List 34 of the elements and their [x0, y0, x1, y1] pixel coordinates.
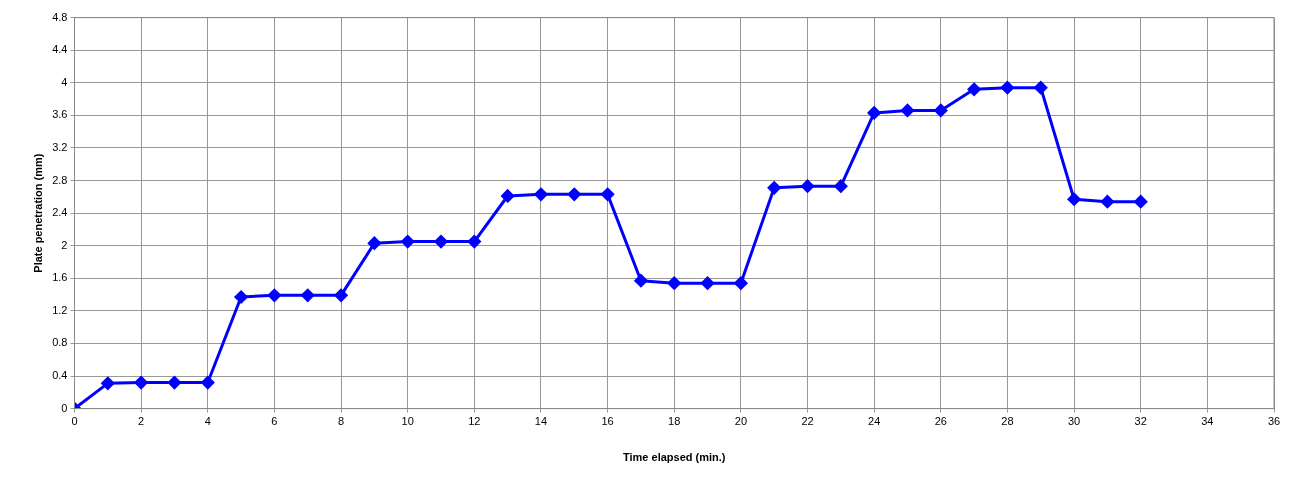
- y-tick-label: 1.6: [52, 271, 68, 284]
- x-tick-label: 26: [934, 415, 947, 428]
- x-tick-label: 22: [801, 415, 814, 428]
- x-tick-label: 10: [401, 415, 414, 428]
- x-tick-label: 24: [868, 415, 881, 428]
- y-tick-label: 0: [61, 401, 68, 414]
- x-tick-label: 20: [734, 415, 748, 428]
- x-tick-label: 12: [468, 415, 481, 428]
- y-tick-label: 0.4: [52, 369, 68, 382]
- y-tick-label: 4.4: [52, 43, 68, 56]
- x-tick-label: 34: [1201, 415, 1214, 428]
- x-tick-label: 28: [1001, 415, 1014, 428]
- x-tick-label: 14: [534, 415, 548, 428]
- y-tick-label: 2: [61, 238, 68, 251]
- x-tick-label: 6: [271, 415, 278, 428]
- x-tick-label: 8: [337, 415, 345, 428]
- y-tick-label: 2.8: [52, 173, 68, 186]
- x-tick-label: 32: [1134, 415, 1147, 428]
- y-tick-label: 4: [61, 75, 68, 88]
- x-tick-label: 0: [71, 415, 78, 428]
- y-tick-label: 1.2: [52, 303, 68, 316]
- y-tick-label: 3.6: [52, 108, 68, 121]
- x-axis-title: Time elapsed (min.): [623, 451, 726, 464]
- x-tick-label: 30: [1067, 415, 1081, 428]
- x-tick-label: 4: [204, 415, 211, 428]
- y-tick-label: 4.8: [52, 10, 68, 23]
- x-tick-label: 2: [138, 415, 145, 428]
- y-axis-title: Plate penetration (mm): [31, 153, 44, 273]
- x-tick-label: 36: [1267, 415, 1281, 428]
- x-tick-label: 16: [601, 415, 614, 428]
- y-tick-label: 0.8: [52, 336, 68, 349]
- y-tick-label: 2.4: [52, 206, 68, 219]
- y-tick-label: 3.2: [52, 140, 68, 153]
- x-tick-label: 18: [668, 415, 681, 428]
